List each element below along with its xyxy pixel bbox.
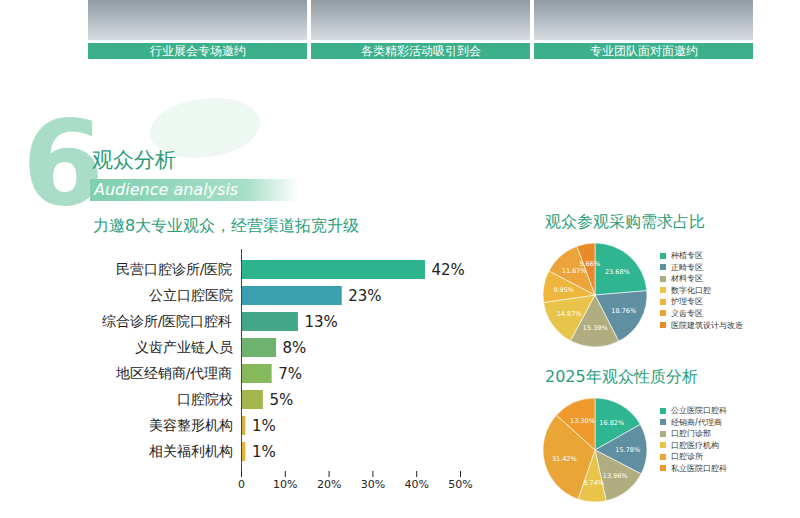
svg-text:40%: 40% <box>404 478 428 491</box>
svg-text:义齿产业链人员: 义齿产业链人员 <box>135 339 233 355</box>
svg-text:42%: 42% <box>431 261 464 279</box>
svg-text:1%: 1% <box>252 417 276 435</box>
svg-text:公立口腔医院: 公立口腔医院 <box>149 287 233 303</box>
html-text:材料专区: 材料专区 <box>671 274 703 284</box>
html-text:正畸专区: 正畸专区 <box>671 262 703 272</box>
html-text:医院建筑设计与改造: 医院建筑设计与改造 <box>671 320 743 330</box>
svg-text:14.87%: 14.87% <box>557 310 582 318</box>
html-text:私立医院口腔科: 私立医院口腔科 <box>671 464 727 473</box>
html-text:口腔医疗机构: 口腔医疗机构 <box>671 440 719 450</box>
svg-text:0: 0 <box>238 478 245 491</box>
svg-text:综合诊所/医院口腔科: 综合诊所/医院口腔科 <box>102 313 233 329</box>
html-text:Audience analysis: Audience analysis <box>94 180 239 199</box>
svg-text:15.39%: 15.39% <box>583 324 608 332</box>
svg-text:30%: 30% <box>361 478 385 491</box>
svg-text:民营口腔诊所/医院: 民营口腔诊所/医院 <box>116 261 233 277</box>
html-text:观众参观采购需求占比: 观众参观采购需求占比 <box>545 212 705 231</box>
svg-text:8%: 8% <box>283 339 307 357</box>
html-text:数字化口腔: 数字化口腔 <box>671 285 711 295</box>
html-text:经销商/代理商: 经销商/代理商 <box>671 417 722 427</box>
svg-text:13%: 13% <box>304 313 337 331</box>
svg-text:20%: 20% <box>317 478 341 491</box>
html-text:6: 6 <box>22 94 105 232</box>
svg-text:13.96%: 13.96% <box>603 472 628 480</box>
html-text:口腔门诊部: 口腔门诊部 <box>671 429 711 439</box>
svg-text:11.67%: 11.67% <box>562 267 587 275</box>
html-text:力邀8大专业观众，经营渠道拓宽升级: 力邀8大专业观众，经营渠道拓宽升级 <box>93 216 360 235</box>
html-text:行业展会专场邀约: 行业展会专场邀约 <box>149 44 246 58</box>
svg-text:23.68%: 23.68% <box>605 268 630 276</box>
svg-text:美容整形机构: 美容整形机构 <box>149 417 233 433</box>
svg-text:5.66%: 5.66% <box>579 260 600 268</box>
svg-text:8.74%: 8.74% <box>583 479 604 487</box>
svg-text:5%: 5% <box>269 391 293 409</box>
svg-text:10%: 10% <box>273 478 297 491</box>
html-text:义齿专区: 义齿专区 <box>671 309 703 318</box>
svg-text:31.42%: 31.42% <box>552 455 577 463</box>
html-text:护理专区: 护理专区 <box>671 297 703 307</box>
svg-text:相关福利机构: 相关福利机构 <box>149 443 233 459</box>
html-text:各类精彩活动吸引到会: 各类精彩活动吸引到会 <box>360 44 481 58</box>
svg-text:1%: 1% <box>252 443 276 461</box>
svg-text:50%: 50% <box>448 478 472 491</box>
html-text:观众分析: 观众分析 <box>92 148 176 172</box>
html-text:种植专区: 种植专区 <box>671 251 703 260</box>
svg-text:口腔院校: 口腔院校 <box>177 391 233 407</box>
svg-text:18.76%: 18.76% <box>611 307 636 315</box>
svg-text:13.30%: 13.30% <box>570 417 595 425</box>
html-text:公立医院口腔科: 公立医院口腔科 <box>671 406 727 415</box>
html-text:口腔诊所: 口腔诊所 <box>671 452 703 462</box>
svg-text:地区经销商/代理商: 地区经销商/代理商 <box>115 365 233 381</box>
html-text:2025年观众性质分析: 2025年观众性质分析 <box>545 367 698 386</box>
svg-text:7%: 7% <box>278 365 302 383</box>
html-text:专业团队面对面邀约: 专业团队面对面邀约 <box>589 44 698 58</box>
svg-text:15.78%: 15.78% <box>615 446 640 454</box>
svg-text:16.82%: 16.82% <box>599 419 624 427</box>
svg-text:9.95%: 9.95% <box>553 286 574 294</box>
svg-text:23%: 23% <box>348 287 381 305</box>
